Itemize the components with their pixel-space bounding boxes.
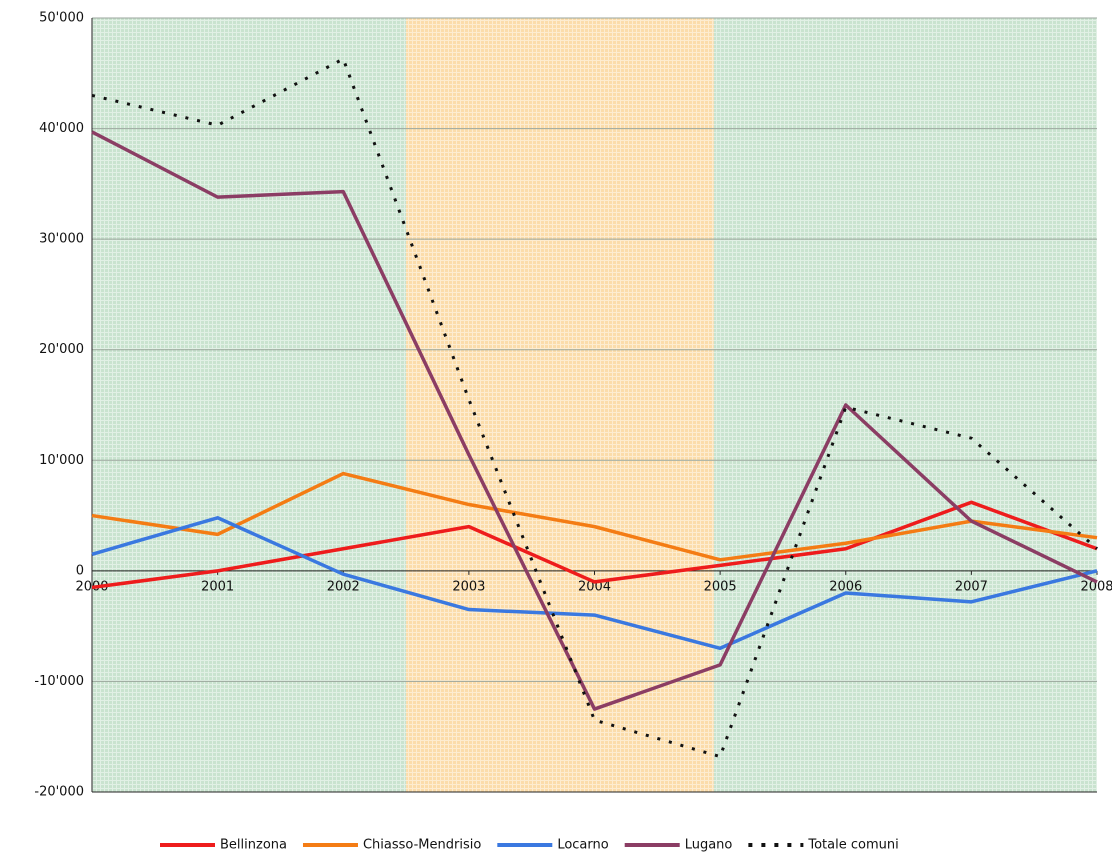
y-tick-label: 40'000: [39, 121, 84, 136]
series-line: [91, 130, 1098, 711]
series-line: [91, 471, 1098, 562]
x-tick-label: 2005: [704, 579, 737, 594]
series-line: [91, 516, 1098, 651]
legend-label: Totale comuni: [807, 838, 898, 853]
y-tick-label: 0: [76, 563, 84, 578]
shaded-texture: [406, 18, 714, 792]
shaded-texture: [713, 18, 1097, 792]
x-tick-label: 2001: [201, 579, 234, 594]
shaded-texture: [92, 18, 407, 792]
x-tick-label: 2008: [1080, 579, 1112, 594]
y-tick-label: -10'000: [34, 674, 84, 689]
legend-label: Bellinzona: [220, 838, 287, 853]
y-tick-label: 10'000: [39, 453, 84, 468]
x-tick-label: 2003: [452, 579, 485, 594]
y-tick-label: 50'000: [39, 11, 84, 26]
x-tick-label: 2007: [955, 579, 988, 594]
y-tick-label: 20'000: [39, 342, 84, 357]
legend: Bellinzona Chiasso-Mendrisio Locarno Lugano…: [160, 838, 899, 853]
y-tick-label: 30'000: [39, 232, 84, 247]
legend-label: Chiasso-Mendrisio: [363, 838, 481, 853]
x-tick-label: 2002: [327, 579, 360, 594]
x-tick-label: 2006: [829, 579, 862, 594]
legend-label: Locarno: [557, 838, 608, 853]
legend-label: Lugano: [685, 838, 733, 853]
series-line: [91, 500, 1098, 590]
y-tick-label: -20'000: [34, 785, 84, 800]
x-tick-label: 2004: [578, 579, 611, 594]
